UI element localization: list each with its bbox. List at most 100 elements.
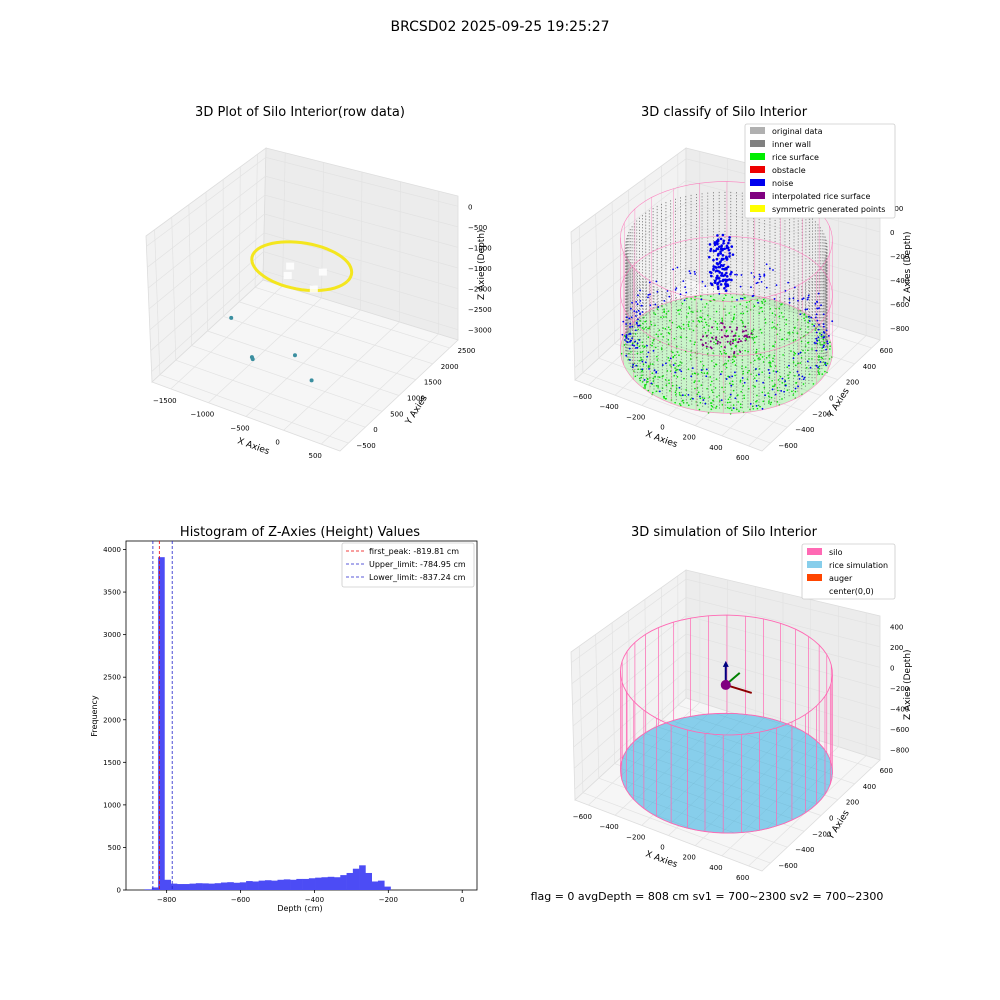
noise-point [794,387,797,390]
rice-surface-point [706,314,709,317]
hist-x-tick-label: −400 [305,896,324,904]
rice-surface-point [762,400,765,403]
rice-surface-point [744,349,746,352]
noise-point [679,368,681,371]
noise-point [824,361,827,364]
rice-surface-point [653,338,655,341]
noise-point [825,329,828,332]
noise-point [755,405,758,407]
rice-surface-point [674,394,677,396]
classify-y-tick-label: −200 [812,410,831,418]
rice-surface-point [668,379,670,382]
classify-legend-swatch [750,127,765,134]
rice-surface-point [716,328,719,331]
interpolated-surface-point [721,322,724,325]
rice-surface-point [726,401,729,404]
rice-surface-point [688,321,690,323]
classify-y-tick-label: 400 [863,363,876,371]
rice-surface-point [811,348,813,350]
rice-surface-point [644,345,646,348]
classify-x-tick-label: −600 [573,393,592,401]
rice-surface-point [655,333,658,336]
interpolated-surface-point [709,346,712,349]
rice-surface-point [817,371,820,374]
rice-surface-point [742,385,745,387]
hist-legend: first_peak: -819.81 cm Upper_limit: -784.… [341,542,475,588]
noise-point [806,360,809,363]
classify-z-tick-label: −400 [890,277,909,285]
hist-bar [327,876,335,890]
noise-cluster-point [723,273,727,277]
noise-point [825,364,827,367]
rice-surface-point [723,349,725,352]
rice-surface-point [752,328,755,331]
noise-cluster-point [721,264,725,268]
classify-z-tick-label: 200 [890,205,903,213]
rice-surface-point [669,390,671,392]
noise-cluster-point [721,254,725,257]
rice-surface-point [654,324,656,327]
rice-mesh-line [715,713,825,750]
noise-point [817,366,819,369]
noise-point [820,333,823,336]
rice-surface-point [771,312,774,315]
rice-surface-point [772,357,774,360]
rice-mesh-line [765,766,833,829]
simulation-z-gridline [571,597,881,684]
noise-point [628,347,631,350]
rice-surface-point [818,359,820,361]
noise-point [634,329,637,332]
interpolated-surface-point [744,325,747,328]
noise-cluster-point [716,283,719,286]
noise-point [622,320,625,323]
noise-point [802,297,805,300]
rice-surface-point [721,370,723,373]
simulation-x-tick-label: 400 [709,864,722,872]
rice-surface-point [654,346,657,349]
noise-point [804,308,807,311]
rice-surface-point [769,362,772,364]
rice-surface-point [781,303,783,305]
noise-cluster-point [716,239,720,243]
rice-surface-point [806,316,808,318]
rice-surface-point [793,327,796,329]
rice-surface-point [781,398,783,400]
noise-cluster-point [724,278,727,282]
noise-point [635,300,638,303]
classify-legend-swatch [750,179,765,186]
noise-point [689,272,692,275]
rice-surface-point [759,307,761,309]
rice-surface-point [743,397,745,400]
rice-surface-point [638,360,641,362]
rice-surface-point [733,354,735,356]
hist-bar [384,886,391,890]
noise-cluster-point [714,249,718,252]
noise-point [680,370,683,373]
noise-cluster-point [730,270,733,274]
noise-point [718,292,721,295]
rice-surface-point [673,374,675,377]
interpolated-surface-point [725,335,728,338]
noise-point [741,297,744,300]
rice-surface-point [751,336,753,339]
interpolated-surface-point [720,329,723,332]
rice-surface-point [723,297,725,300]
rice-surface-point [790,350,792,352]
rice-surface-point [742,312,745,315]
noise-point [661,364,664,366]
noise-point [690,375,693,378]
noise-point [688,270,691,272]
rice-surface-point [792,361,795,363]
noise-cluster-point [718,280,722,283]
noise-point [646,355,649,358]
hist-y-tick-label: 2000 [103,716,121,724]
rice-surface-point [731,380,734,383]
hist-ylabel: Frequency [90,695,99,737]
noise-point [798,374,800,376]
rice-surface-point [786,338,788,340]
rice-surface-point [729,401,731,404]
rice-surface-point [660,333,662,335]
hist-x-tick-label: −600 [231,896,250,904]
rice-surface-point [674,354,676,357]
